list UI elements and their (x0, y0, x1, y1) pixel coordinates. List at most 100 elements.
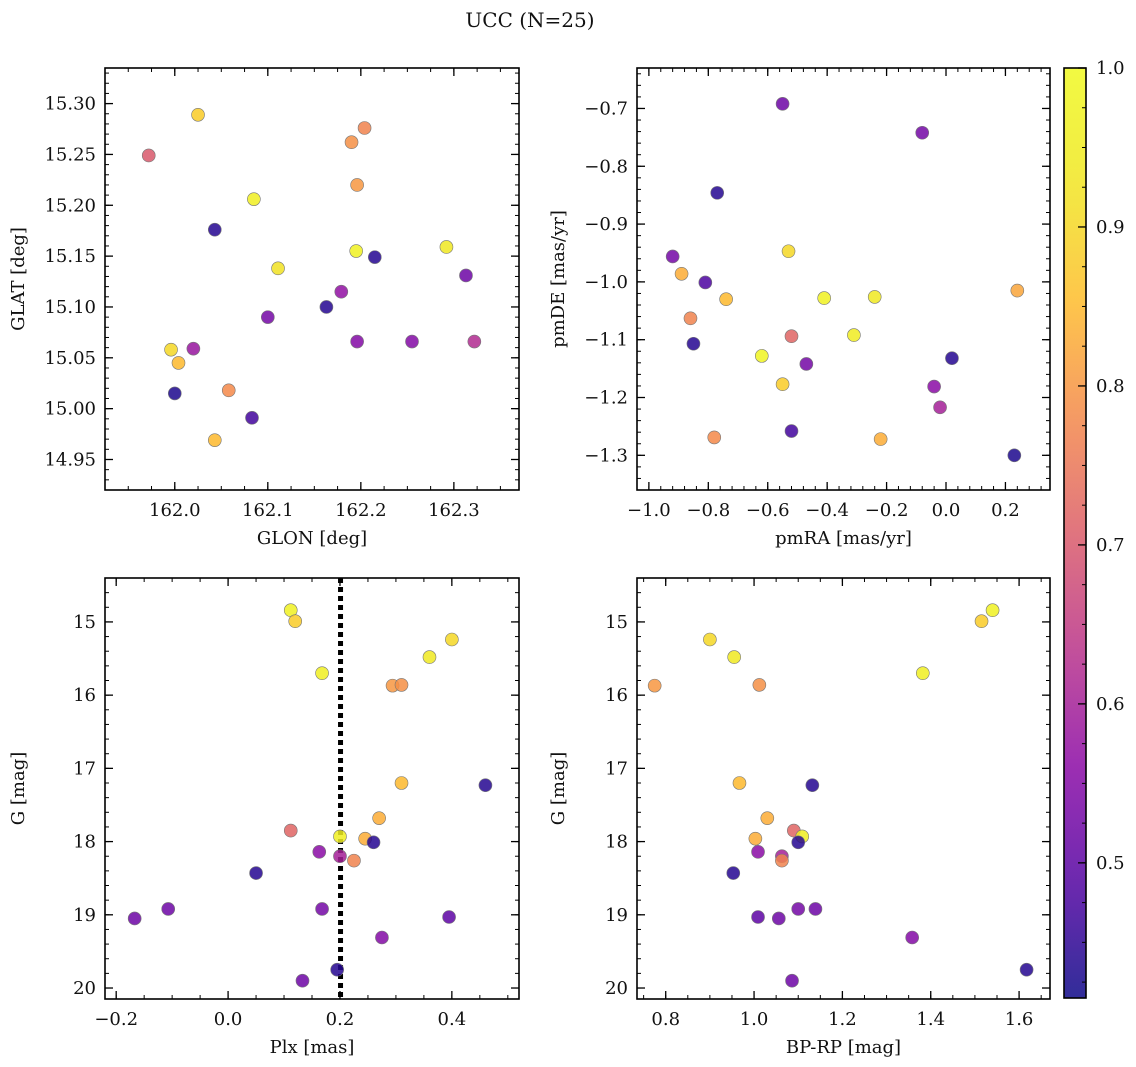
data-point (167, 386, 182, 401)
data-point (171, 356, 186, 370)
x-tick-label: 1.4 (916, 1009, 945, 1030)
data-point (207, 433, 222, 447)
y-tick-label: −1.2 (584, 388, 628, 409)
data-point (141, 148, 156, 163)
minor-ticks (636, 68, 1050, 490)
data-point (775, 853, 789, 868)
data-point (478, 778, 493, 793)
colorbar-tick-label: 0.5 (1096, 853, 1125, 874)
data-point (1019, 962, 1034, 977)
data-point (221, 383, 236, 398)
x-tick-label: 0.2 (991, 500, 1020, 521)
data-point (333, 849, 347, 864)
x-tick-label: 0.4 (438, 1009, 467, 1030)
y-tick-label: 15 (605, 612, 628, 633)
data-point (674, 266, 689, 281)
data-point (703, 632, 717, 647)
data-point (127, 911, 142, 926)
data-point (164, 342, 178, 357)
data-point (442, 910, 456, 924)
data-point (775, 377, 790, 392)
x-tick-label: −0.2 (94, 1009, 138, 1030)
x-tick-label: −0.6 (746, 500, 790, 521)
x-tick-label: −1.0 (627, 500, 671, 521)
y-tick-label: 20 (605, 978, 628, 999)
data-point (784, 424, 799, 438)
y-tick-label: −1.3 (584, 445, 628, 466)
data-point (905, 930, 919, 945)
data-point (805, 778, 820, 793)
data-point (191, 107, 205, 122)
x-tick-label: 0.0 (932, 500, 961, 521)
colorbar-tick-label: 0.7 (1096, 535, 1125, 556)
x-tick-label: 1.2 (828, 1009, 857, 1030)
y-tick-label: 16 (73, 685, 96, 706)
data-point (315, 666, 329, 680)
data-point (945, 351, 959, 365)
data-point (808, 902, 823, 916)
data-point (785, 973, 799, 988)
x-axis-label: BP-RP [mag] (786, 1037, 901, 1058)
data-point (315, 902, 329, 916)
data-point (394, 678, 409, 692)
y-tick-label: −0.7 (584, 98, 628, 119)
colorbar-tick-label: 1.0 (1096, 58, 1125, 79)
x-tick-label: 1.6 (1005, 1009, 1034, 1030)
x-tick-label: 162.0 (149, 500, 201, 521)
panel-1: 162.0 162.1 162.2 162.3 14.95 15.00 15.05 15.10… (8, 67, 520, 549)
data-point (775, 97, 790, 111)
data-point (405, 334, 419, 349)
y-tick-label: 17 (73, 758, 96, 779)
data-point (288, 614, 303, 628)
data-point (1007, 448, 1022, 463)
data-point (665, 249, 680, 264)
data-point (915, 666, 930, 680)
x-tick-label: 0.0 (214, 1009, 243, 1030)
data-point (719, 292, 733, 307)
x-axis-label: pmRA [mas/yr] (775, 528, 912, 549)
x-tick-label: 162.3 (428, 500, 480, 521)
colorbar-tick-label: 0.6 (1096, 694, 1125, 715)
y-axis-label: GLAT [deg] (8, 227, 29, 331)
data-point (249, 866, 263, 880)
data-point (754, 349, 769, 363)
data-point (732, 776, 747, 790)
data-point (751, 910, 765, 924)
x-axis-label: Plx [mas] (270, 1037, 355, 1058)
data-point (334, 284, 349, 299)
data-point (784, 329, 799, 344)
data-point (247, 192, 261, 206)
data-point (271, 261, 285, 276)
y-tick-label: 15.20 (44, 195, 96, 216)
panels: 162.0 162.1 162.2 162.3 14.95 15.00 15.05 15.10… (8, 67, 1051, 1058)
y-tick-label: 18 (73, 832, 96, 853)
data-point (330, 962, 344, 977)
data-point (283, 823, 298, 838)
data-point (710, 186, 725, 200)
y-tick-label: 15.25 (44, 144, 96, 165)
y-tick-label: 15.30 (44, 94, 96, 115)
data-point (933, 400, 947, 415)
data-point (344, 135, 359, 150)
axes-frame (104, 67, 520, 491)
data-point (422, 650, 437, 664)
x-tick-label: −0.4 (805, 500, 849, 521)
data-point (748, 831, 763, 846)
data-point (915, 125, 930, 140)
data-point (791, 835, 806, 850)
x-tick-label: 162.2 (335, 500, 387, 521)
data-point (350, 334, 364, 349)
x-tick-label: −0.8 (686, 500, 730, 521)
data-point (927, 379, 941, 394)
data-point (245, 411, 259, 425)
y-tick-label: −0.9 (584, 214, 628, 235)
axes-frame (636, 577, 1051, 1000)
x-tick-label: 162.1 (242, 500, 294, 521)
data-point (707, 430, 722, 445)
y-tick-label: 15.10 (44, 297, 96, 318)
data-point (985, 603, 1000, 618)
data-point (698, 275, 713, 290)
data-point (367, 250, 382, 264)
panel-3: −0.2 0.0 0.2 0.4 15 16 17 18 19 20 Plx [mas] G [mag… (8, 577, 520, 1058)
